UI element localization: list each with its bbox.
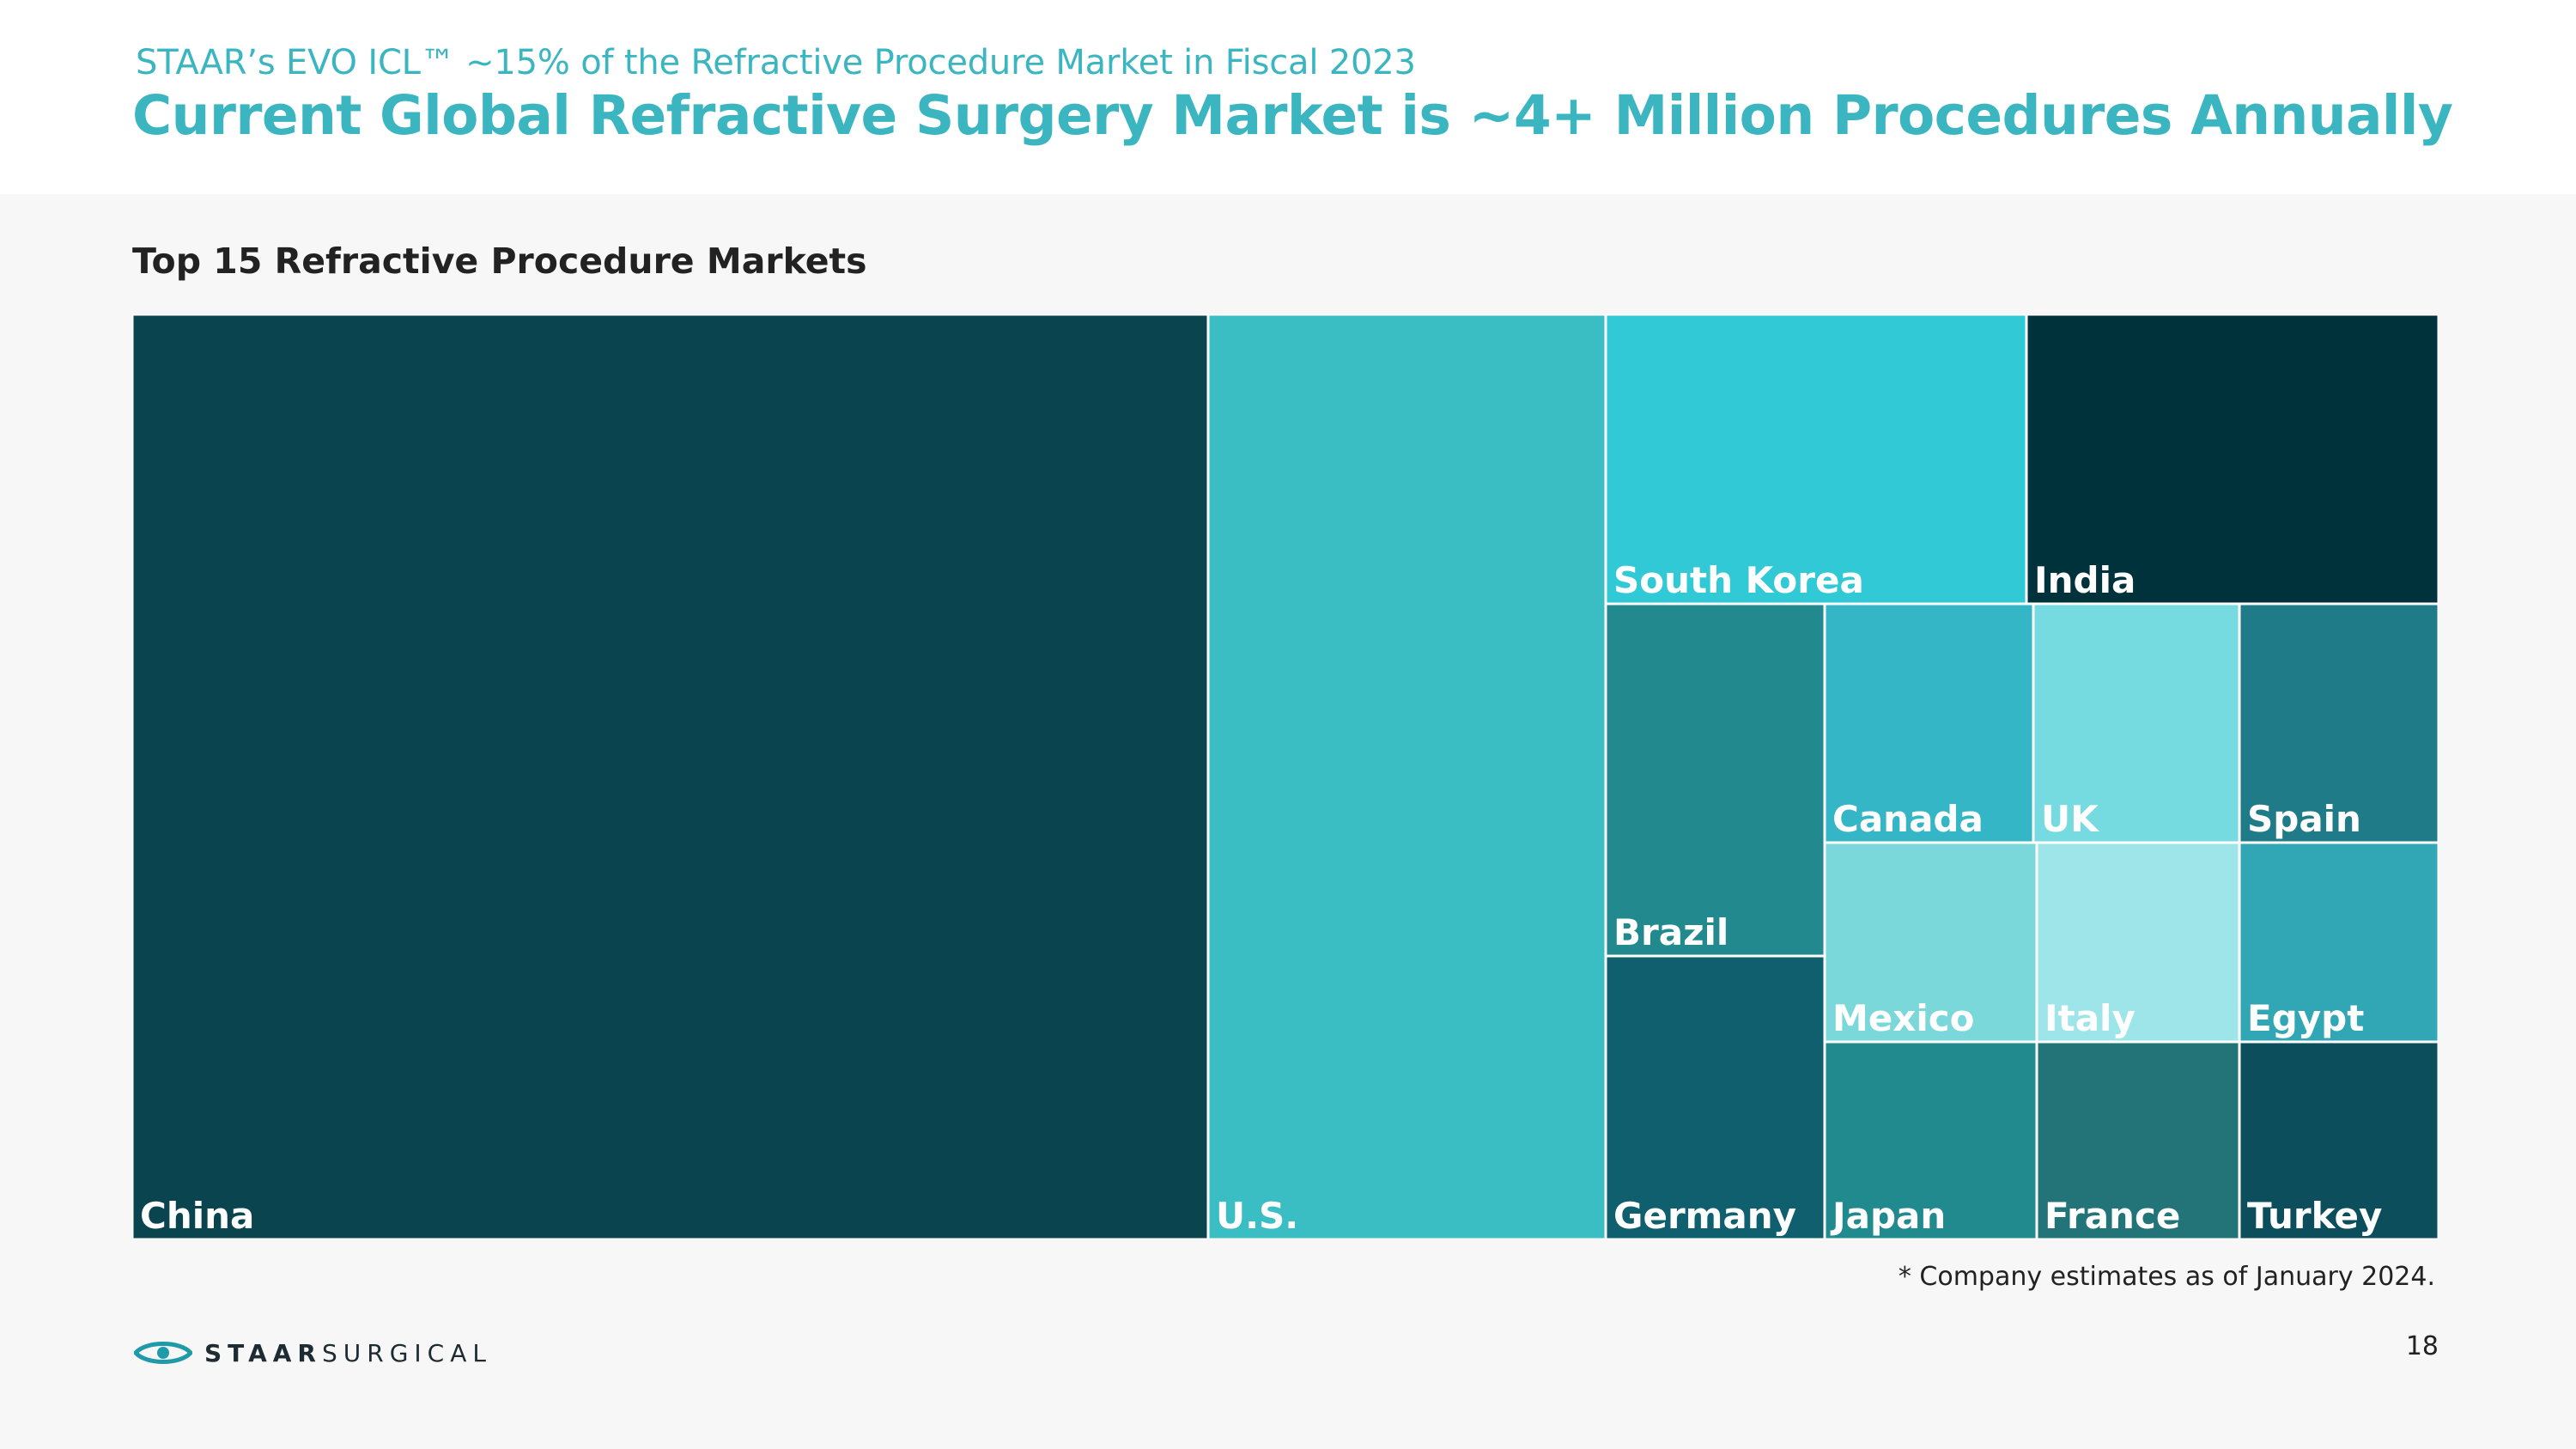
logo-light-text: SURGICAL [322,1338,492,1367]
treemap-label-china: China [140,1195,254,1237]
treemap-label-uk: UK [2041,798,2099,840]
treemap-chart: China U.S. South Korea India Brazil Germany Ca… [132,314,2439,1239]
logo-wordmark: STAARSURGICAL [204,1339,492,1367]
treemap-label-germany: Germany [1613,1195,1796,1237]
slide-subtitle: STAAR’s EVO ICL™ ~15% of the Refractive … [136,43,1416,82]
treemap-tile-china [132,314,1210,1239]
chart-title: Top 15 Refractive Procedure Markets [132,240,867,282]
treemap-tile-south-korea [1604,314,2028,606]
treemap-tile-u-s [1206,314,1607,1239]
treemap-tile-japan [1823,1040,2038,1239]
footnote: * Company estimates as of January 2024. [1898,1262,2435,1292]
slide-title: Current Global Refractive Surgery Market… [132,84,2453,147]
page-number: 18 [2405,1331,2439,1361]
treemap-label-india: India [2034,559,2136,601]
treemap-label-south-korea: South Korea [1613,559,1864,601]
treemap-label-canada: Canada [1832,798,1984,840]
treemap-label-egypt: Egypt [2247,997,2364,1039]
treemap-tile-turkey [2238,1040,2439,1239]
treemap-label-italy: Italy [2044,997,2136,1039]
treemap-label-u-s: U.S. [1216,1195,1298,1237]
treemap-tile-mexico [1823,841,2038,1044]
treemap-label-mexico: Mexico [1832,997,1975,1039]
company-logo: STAARSURGICAL [134,1338,492,1367]
slide-header [0,0,2576,194]
treemap-tile-egypt [2238,841,2439,1044]
treemap-tile-germany [1604,954,1826,1239]
treemap-label-brazil: Brazil [1613,911,1728,953]
treemap-label-spain: Spain [2247,798,2361,840]
treemap-tile-brazil [1604,602,1826,958]
treemap-label-japan: Japan [1830,1195,1946,1237]
treemap-label-turkey: Turkey [2247,1195,2382,1237]
logo-bold-text: STAAR [204,1338,322,1367]
eye-logo-icon [134,1342,192,1364]
treemap-label-france: France [2044,1195,2180,1237]
